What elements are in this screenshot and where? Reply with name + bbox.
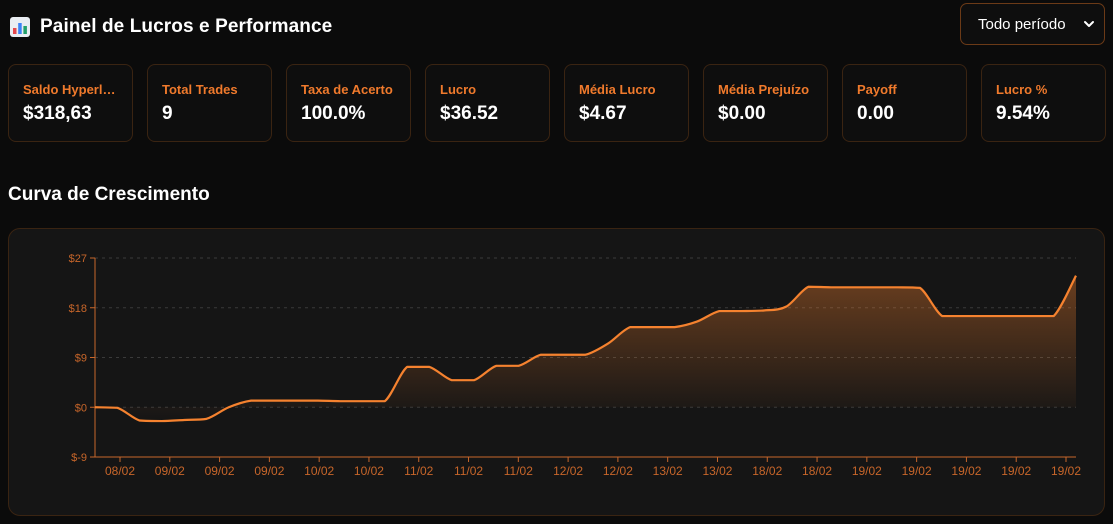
growth-area bbox=[95, 275, 1076, 422]
dashboard-header: Painel de Lucros e Performance bbox=[10, 10, 332, 44]
y-tick-label: $9 bbox=[75, 353, 87, 365]
x-tick-label: 12/02 bbox=[603, 464, 633, 478]
y-tick-label: $0 bbox=[75, 402, 87, 414]
stat-card-avg-loss: Média Prejuízo $0.00 bbox=[703, 64, 828, 142]
stat-card-value: $0.00 bbox=[718, 103, 766, 124]
stat-card-value: 0.00 bbox=[857, 103, 894, 124]
bar-chart-icon bbox=[10, 17, 30, 37]
stat-card-win-rate: Taxa de Acerto 100.0% bbox=[286, 64, 411, 142]
page-title: Painel de Lucros e Performance bbox=[40, 16, 333, 37]
growth-chart: $-9 $0 $9 $18 $27 08/02 09/02 09/02 09/02 10/02 1… bbox=[69, 253, 1082, 478]
y-tick-label: $-9 bbox=[71, 452, 87, 464]
stat-card-value: 9.54% bbox=[996, 103, 1050, 124]
x-tick-label: 10/02 bbox=[304, 464, 334, 478]
stat-card-label: Saldo Hyperliquid bbox=[23, 82, 119, 97]
stat-card-payoff: Payoff 0.00 bbox=[842, 64, 967, 142]
x-tick-label: 12/02 bbox=[553, 464, 583, 478]
x-tick-label: 10/02 bbox=[354, 464, 384, 478]
x-tick-label: 11/02 bbox=[454, 464, 483, 478]
stat-card-value: $318,63 bbox=[23, 103, 92, 124]
x-tick-label: 09/02 bbox=[205, 464, 235, 478]
stat-card-label: Média Lucro bbox=[579, 82, 656, 97]
stat-card-value: $36.52 bbox=[440, 103, 499, 124]
stat-card-total-trades: Total Trades 9 bbox=[147, 64, 272, 142]
x-tick-label: 19/02 bbox=[852, 464, 882, 478]
stat-card-value: 100.0% bbox=[301, 103, 366, 124]
x-tick-label: 11/02 bbox=[404, 464, 433, 478]
stat-card-profit-percent: Lucro % 9.54% bbox=[981, 64, 1106, 142]
chevron-down-icon bbox=[1084, 21, 1094, 27]
x-tick-label: 13/02 bbox=[653, 464, 683, 478]
y-tick-label: $27 bbox=[69, 253, 87, 265]
x-tick-label: 09/02 bbox=[254, 464, 284, 478]
stat-card-label: Lucro % bbox=[996, 82, 1048, 97]
stat-card-saldo: Saldo Hyperliquid $318,63 bbox=[8, 64, 133, 142]
x-tick-label: 13/02 bbox=[702, 464, 732, 478]
x-tick-label: 11/02 bbox=[504, 464, 533, 478]
x-tick-label: 18/02 bbox=[752, 464, 782, 478]
stat-card-label: Lucro bbox=[440, 82, 477, 97]
section-title: Curva de Crescimento bbox=[8, 184, 210, 205]
x-tick-label: 18/02 bbox=[802, 464, 832, 478]
x-tick-label: 19/02 bbox=[1001, 464, 1031, 478]
growth-chart-panel: $-9 $0 $9 $18 $27 08/02 09/02 09/02 09/02 10/02 1… bbox=[8, 228, 1105, 516]
period-select-value: Todo período bbox=[978, 15, 1066, 33]
x-tick-label: 09/02 bbox=[155, 464, 185, 478]
x-tick-label: 19/02 bbox=[902, 464, 932, 478]
x-tick-label: 19/02 bbox=[1051, 464, 1081, 478]
x-tick-label: 08/02 bbox=[105, 464, 135, 478]
stat-card-value: $4.67 bbox=[579, 103, 627, 124]
stat-card-value: 9 bbox=[162, 103, 173, 124]
stat-card-label: Total Trades bbox=[162, 82, 238, 97]
stat-card-profit: Lucro $36.52 bbox=[425, 64, 550, 142]
period-select[interactable]: Todo período bbox=[960, 3, 1105, 45]
stat-card-avg-profit: Média Lucro $4.67 bbox=[564, 64, 689, 142]
growth-line bbox=[94, 275, 1077, 423]
stat-card-label: Payoff bbox=[857, 82, 897, 97]
y-tick-label: $18 bbox=[69, 303, 87, 315]
stat-card-label: Taxa de Acerto bbox=[301, 82, 393, 97]
x-tick-label: 19/02 bbox=[951, 464, 981, 478]
stat-card-label: Média Prejuízo bbox=[718, 82, 810, 97]
